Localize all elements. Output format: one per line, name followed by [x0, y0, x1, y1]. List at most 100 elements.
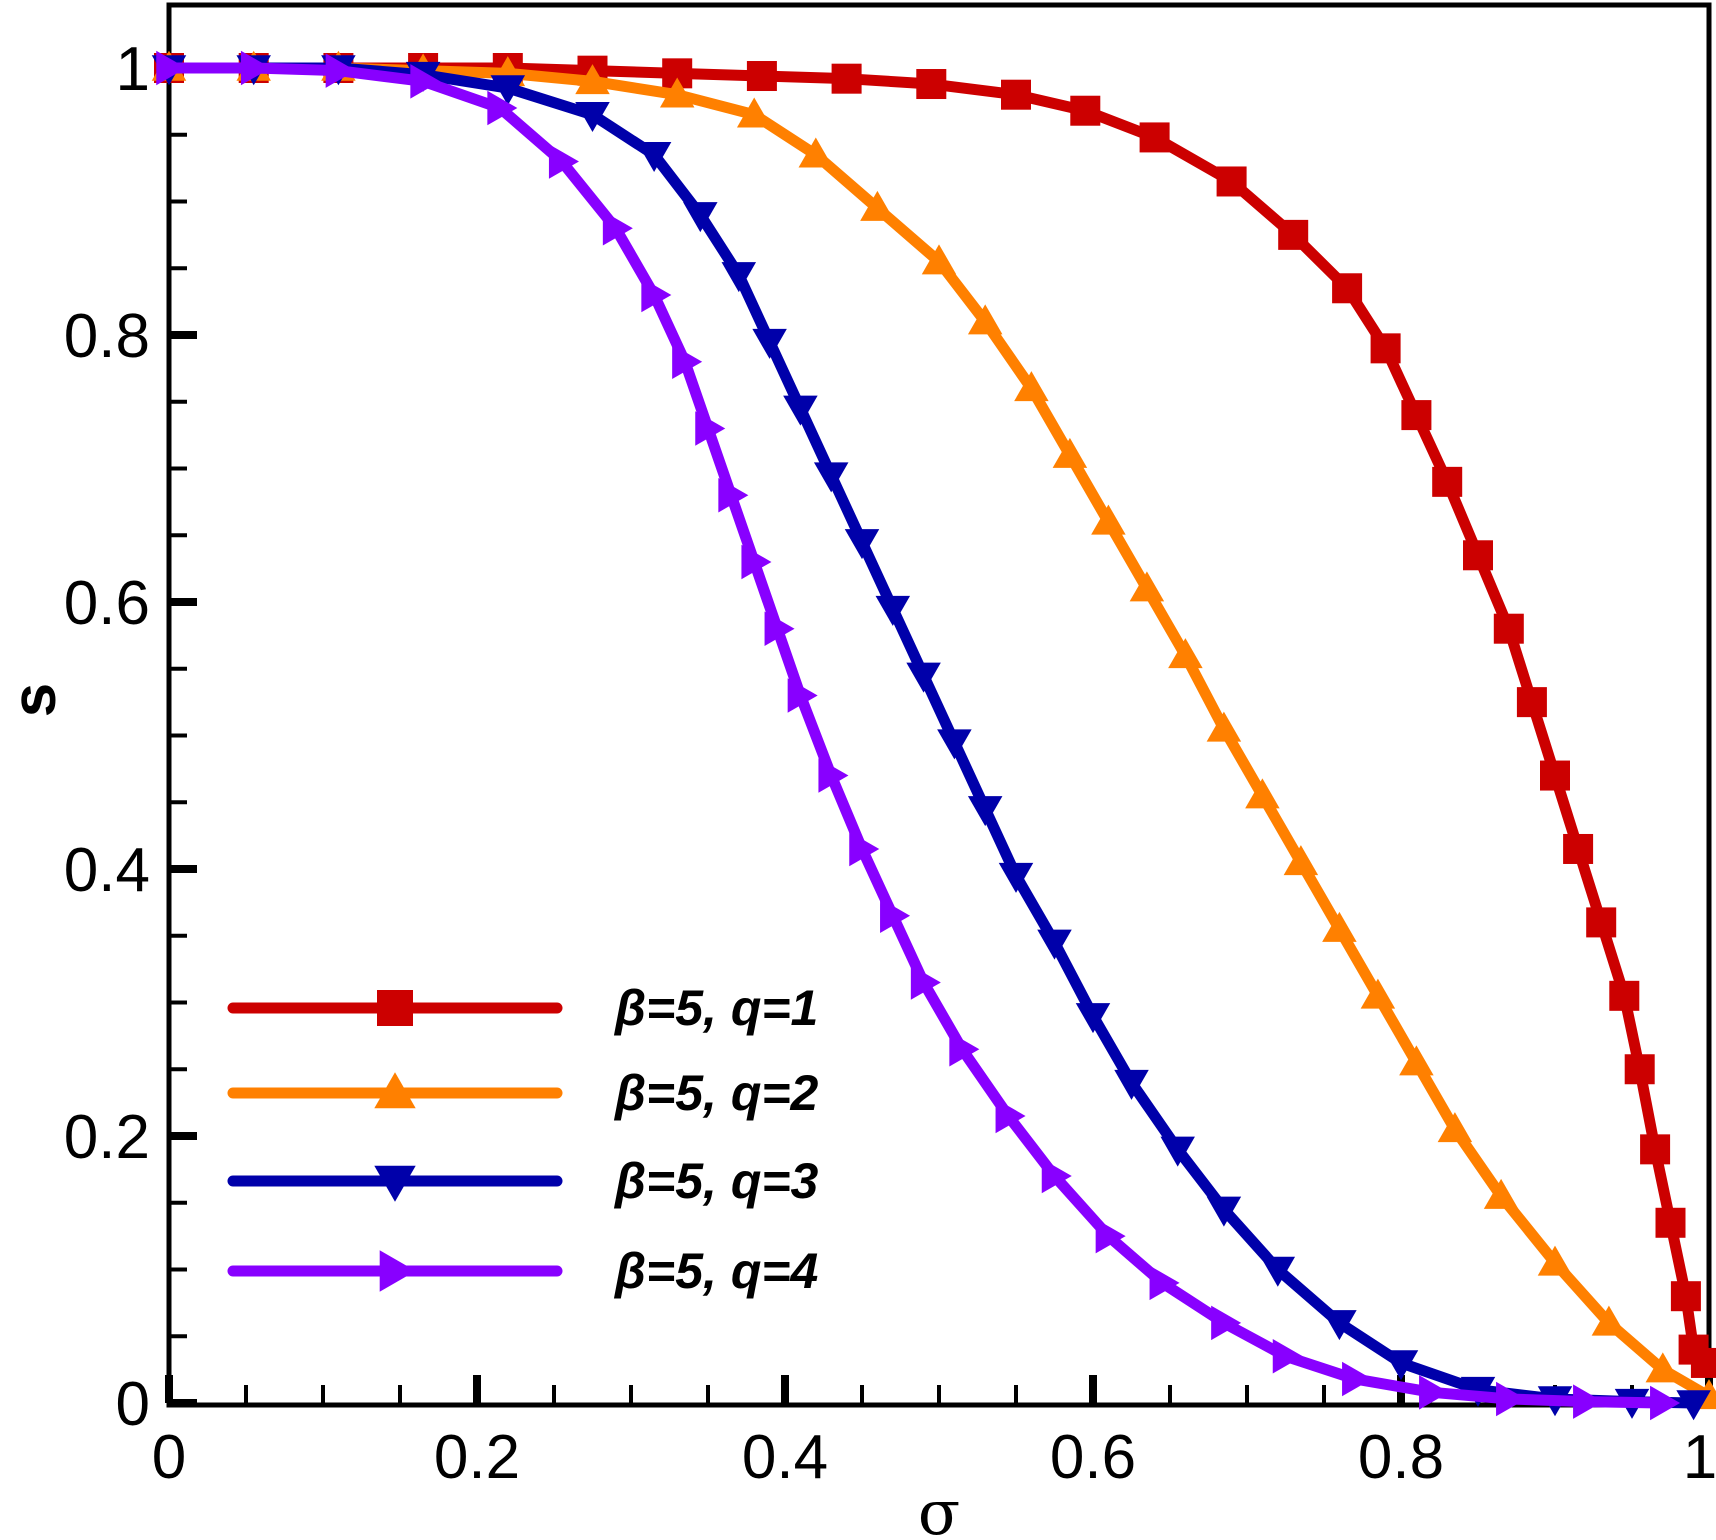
data-point [1370, 333, 1401, 364]
data-point [1399, 1045, 1434, 1076]
data-point [490, 75, 526, 106]
data-point [1624, 1054, 1655, 1085]
data-point [949, 1031, 980, 1067]
data-point [1463, 540, 1493, 571]
data-point [1690, 1347, 1716, 1378]
series-4 [156, 50, 1681, 1421]
series-line [163, 62, 1669, 1409]
data-point [746, 61, 777, 92]
data-point [1260, 1256, 1296, 1287]
data-point [764, 611, 795, 646]
legend-entry: β=5, q=3 [227, 1153, 819, 1209]
data-point [548, 144, 579, 179]
data-point [875, 595, 911, 626]
data-point [1483, 1178, 1519, 1209]
data-point [1540, 760, 1570, 791]
data-point [1168, 638, 1203, 669]
data-point [374, 1165, 416, 1202]
data-point [156, 50, 187, 86]
data-point [377, 990, 413, 1026]
data-point [1655, 1207, 1686, 1238]
data-point [910, 965, 941, 1000]
y-tick-label: 0.2 [64, 1103, 150, 1172]
data-point [798, 137, 834, 168]
data-point [695, 411, 726, 446]
x-tick-label: 0.8 [1358, 1423, 1444, 1492]
data-point [1114, 1069, 1149, 1100]
data-point [1432, 466, 1463, 497]
data-point [967, 796, 1003, 827]
axis-tick-labels: 0 0.2 0.4 0.6 0.8 1 0 0.2 0.4 0.6 0.8 1 [64, 35, 1716, 1492]
data-point [1070, 95, 1101, 126]
data-point [1516, 687, 1547, 718]
data-point [1322, 1310, 1357, 1341]
x-tick-label: 1 [1683, 1423, 1716, 1492]
data-point [1383, 1350, 1419, 1381]
x-tick-label: 0.6 [1050, 1423, 1136, 1492]
data-point [1591, 1305, 1627, 1336]
data-point [1496, 1381, 1527, 1417]
data-point [1041, 1158, 1072, 1194]
data-point [813, 462, 849, 493]
data-point [1322, 911, 1357, 942]
legend-label: β=5, q=1 [613, 980, 818, 1036]
data-point [916, 69, 947, 100]
data-point [1332, 273, 1363, 304]
legend-label: β=5, q=4 [613, 1243, 818, 1299]
data-point [1278, 219, 1309, 250]
data-point [937, 729, 972, 760]
data-point [1052, 437, 1088, 468]
legend-entry: β=5, q=2 [227, 1065, 819, 1121]
data-point [718, 477, 749, 513]
data-point [575, 101, 610, 132]
data-point [1401, 400, 1432, 431]
data-point [880, 898, 911, 933]
y-axis-title: s [0, 683, 69, 717]
data-point [379, 1250, 416, 1292]
data-point [1493, 613, 1524, 644]
data-point [1129, 571, 1165, 602]
y-tick-label: 0.8 [64, 302, 150, 371]
data-point [921, 244, 957, 275]
series-1 [154, 53, 1716, 1378]
x-tick-label: 0 [152, 1423, 186, 1492]
data-point [636, 142, 672, 173]
data-point [1091, 504, 1126, 535]
data-point [1245, 778, 1280, 809]
data-point [1001, 79, 1031, 110]
plot-frame [166, 2, 1712, 1408]
data-point [967, 304, 1003, 335]
data-point [1650, 1385, 1681, 1421]
data-point [787, 678, 818, 713]
data-point [641, 277, 672, 313]
x-tick-label: 0.4 [742, 1423, 828, 1492]
data-point [1211, 1305, 1242, 1341]
data-point [1272, 1339, 1303, 1374]
data-point [683, 202, 718, 233]
data-point [487, 90, 518, 126]
data-point [1037, 929, 1072, 960]
data-point [1640, 1134, 1671, 1165]
data-point [906, 662, 941, 693]
data-point [1573, 1384, 1604, 1419]
data-point [602, 210, 633, 246]
data-point [721, 262, 757, 293]
series-2 [151, 50, 1716, 1410]
data-point [736, 97, 772, 128]
legend-entry: β=5, q=1 [227, 980, 818, 1036]
data-point [1139, 122, 1170, 153]
data-point [672, 344, 703, 379]
data-point [1283, 845, 1319, 876]
data-point [325, 53, 356, 88]
x-axis-title: σ [918, 1476, 960, 1540]
data-point [240, 50, 271, 86]
data-point [1563, 833, 1594, 864]
data-point [1360, 978, 1396, 1009]
data-point [410, 64, 441, 99]
data-point [1670, 1281, 1701, 1312]
data-point [860, 190, 895, 221]
data-point [849, 831, 880, 867]
data-point [575, 64, 610, 95]
legend-label: β=5, q=2 [613, 1065, 819, 1121]
